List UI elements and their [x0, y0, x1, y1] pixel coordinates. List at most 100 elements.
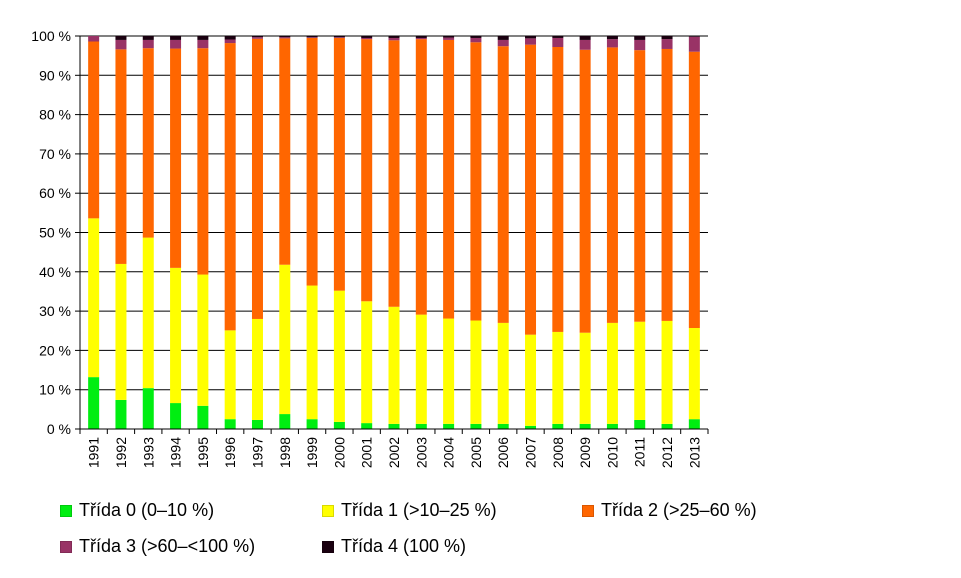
x-tick-label: 2004	[441, 437, 457, 468]
legend-item-class-0: Třída 0 (0–10 %)	[60, 500, 214, 521]
bar-segment-1992-class-4	[115, 36, 127, 40]
y-tick-label: 10 %	[39, 382, 71, 398]
bar-stack-2011	[634, 36, 646, 429]
bar-segment-1995-class-3	[197, 39, 209, 49]
bar-segment-1995-class-2	[197, 48, 209, 275]
bar-segment-2003-class-3	[415, 37, 427, 40]
bar-segment-1991-class-0	[88, 377, 100, 429]
bar-segment-1991-class-1	[88, 218, 100, 378]
bar-segment-1992-class-2	[115, 49, 127, 264]
bar-segment-2008-class-0	[552, 423, 564, 429]
bar-segment-2007-class-4	[525, 36, 537, 39]
x-tick-label: 2012	[659, 437, 675, 468]
x-tick-label: 2003	[413, 437, 429, 468]
y-tick-label: 0 %	[47, 421, 71, 437]
bar-stack-2000	[333, 36, 345, 429]
bar-segment-2004-class-3	[443, 37, 455, 40]
bar-segment-2005-class-2	[470, 42, 482, 321]
x-tick-label: 1998	[277, 437, 293, 468]
bar-stack-2006	[497, 36, 509, 429]
bar-stack-1998	[279, 36, 291, 429]
bar-segment-1997-class-2	[251, 38, 263, 319]
bar-segment-1999-class-4	[306, 36, 318, 38]
y-tick-label: 30 %	[39, 303, 71, 319]
x-tick-label: 2007	[523, 437, 539, 468]
x-tick-label: 2000	[331, 437, 347, 468]
legend-swatch	[322, 504, 334, 517]
bar-segment-2007-class-2	[525, 44, 537, 335]
bar-segment-1998-class-0	[279, 414, 291, 429]
bar-segment-2002-class-4	[388, 36, 400, 38]
bar-stack-1997	[251, 36, 263, 429]
bar-stack-1993	[142, 36, 154, 429]
bar-segment-1997-class-1	[251, 318, 263, 420]
bar-segment-2011-class-4	[634, 36, 646, 40]
bar-stack-2009	[579, 36, 591, 429]
x-tick-label: 1999	[304, 437, 320, 468]
bar-stack-1995	[197, 36, 209, 429]
bar-segment-2004-class-1	[443, 318, 455, 424]
bar-segment-1996-class-3	[224, 39, 236, 44]
bar-segment-2008-class-4	[552, 36, 564, 38]
bar-segment-1993-class-4	[142, 36, 154, 40]
bar-segment-2001-class-4	[361, 36, 373, 38]
bar-segment-2012-class-0	[661, 423, 673, 429]
axes	[79, 36, 709, 434]
bar-segment-2010-class-4	[606, 36, 618, 40]
bar-segment-2005-class-1	[470, 320, 482, 424]
bar-segment-2004-class-2	[443, 39, 455, 319]
bar-segment-2011-class-0	[634, 419, 646, 429]
x-tick-label: 2011	[632, 437, 648, 467]
bar-segment-1998-class-1	[279, 264, 291, 415]
x-tick-label: 1991	[86, 437, 102, 468]
bar-segment-1992-class-1	[115, 263, 127, 400]
bar-segment-1991-class-2	[88, 41, 100, 219]
bar-stack-1992	[115, 36, 127, 429]
bar-segment-1993-class-1	[142, 237, 154, 389]
bar-segment-2001-class-0	[361, 423, 373, 429]
bar-segment-2006-class-2	[497, 46, 509, 323]
bar-segment-2007-class-3	[525, 38, 537, 45]
bar-segment-2002-class-1	[388, 306, 400, 424]
bar-segment-2002-class-0	[388, 423, 400, 429]
legend-item-class-1: Třída 1 (>10–25 %)	[322, 500, 497, 521]
bar-stacks	[88, 36, 700, 429]
bar-stack-2012	[661, 36, 673, 429]
legend-item-class-3: Třída 3 (>60–<100 %)	[60, 536, 255, 557]
x-tick-label: 2002	[386, 437, 402, 468]
bar-segment-1992-class-3	[115, 39, 127, 50]
x-tick-label: 1996	[222, 437, 238, 468]
bar-stack-1994	[170, 36, 182, 429]
bar-segment-2004-class-0	[443, 423, 455, 429]
bar-segment-2005-class-4	[470, 36, 482, 38]
bar-segment-1992-class-0	[115, 399, 127, 429]
bar-segment-2013-class-1	[688, 327, 700, 420]
bar-segment-2001-class-2	[361, 39, 373, 302]
legend-label: Třída 1 (>10–25 %)	[341, 500, 497, 520]
bar-segment-1994-class-4	[170, 36, 182, 40]
x-tick-label: 2013	[686, 437, 702, 468]
bar-segment-2011-class-2	[634, 50, 646, 322]
bar-segment-2009-class-3	[579, 39, 591, 50]
bar-segment-2000-class-3	[333, 37, 345, 38]
bar-segment-2008-class-2	[552, 47, 564, 332]
bar-segment-2003-class-2	[415, 39, 427, 315]
bar-stack-2008	[552, 36, 564, 429]
bar-segment-2012-class-1	[661, 320, 673, 424]
bar-segment-2005-class-0	[470, 423, 482, 429]
bar-segment-2008-class-3	[552, 37, 564, 48]
y-tick-label: 40 %	[39, 264, 71, 280]
x-tick-label: 2008	[550, 437, 566, 468]
bar-segment-2000-class-4	[333, 36, 345, 38]
bar-stack-2013	[688, 36, 700, 429]
bar-segment-2013-class-0	[688, 419, 700, 429]
legend-swatch	[60, 540, 72, 553]
legend-swatch	[322, 540, 334, 553]
x-tick-label: 2006	[495, 437, 511, 468]
bar-segment-2006-class-0	[497, 423, 509, 429]
bar-segment-2010-class-0	[606, 423, 618, 429]
bar-segment-1999-class-3	[306, 37, 318, 38]
bar-segment-2008-class-1	[552, 331, 564, 424]
bar-segment-2009-class-0	[579, 423, 591, 429]
bar-segment-2011-class-1	[634, 321, 646, 420]
